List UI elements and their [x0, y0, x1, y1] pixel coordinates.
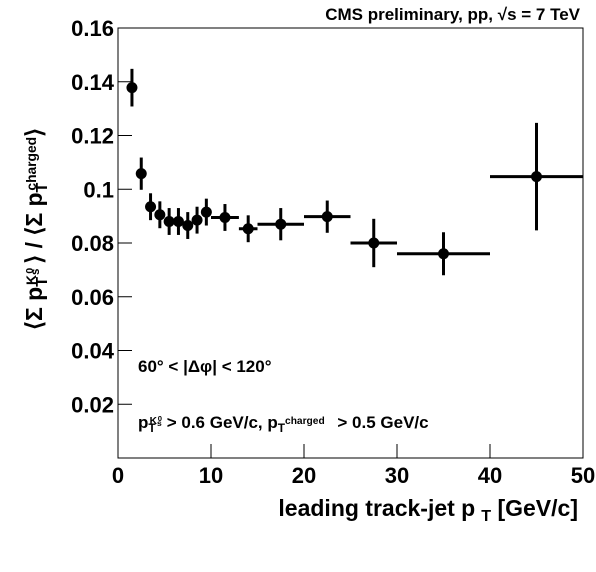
y-label-part: charged [24, 137, 39, 191]
data-point [200, 206, 212, 218]
data-point [368, 237, 380, 249]
x-axis-label: leading track-jet p T [GeV/c] [278, 495, 578, 525]
annotation-part: T [148, 421, 156, 435]
y-axis-label: ⟨Σ pTKs0⟩ / ⟨Σ pTcharged⟩ [21, 128, 51, 330]
data-point [191, 214, 203, 226]
annotation-part: 0 [158, 414, 162, 423]
x-label-part: [GeV/c] [491, 495, 578, 521]
y-tick-label: 0.06 [71, 285, 114, 310]
data-point [438, 248, 449, 260]
x-tick-label: 20 [292, 463, 316, 488]
data-point [126, 82, 138, 94]
data-point [242, 223, 254, 235]
chart-title: CMS preliminary, pp, √s = 7 TeV [325, 5, 580, 24]
data-point [531, 171, 542, 183]
y-label-part: K [24, 275, 39, 285]
y-label-part: ⟨Σ p [21, 287, 47, 330]
y-label-part: 0 [25, 268, 36, 274]
data-point [321, 211, 333, 223]
x-tick-label: 0 [112, 463, 124, 488]
y-label-part: ⟩ / ⟨Σ p [21, 192, 47, 263]
y-tick-label: 0.04 [71, 339, 115, 364]
data-point [154, 209, 166, 221]
annotation-part: charged [285, 416, 325, 427]
data-point [182, 220, 194, 232]
data-point [145, 201, 157, 213]
y-tick-label: 0.12 [71, 124, 114, 149]
annotation-part: p [138, 413, 148, 432]
annotation-part: s [157, 418, 162, 428]
y-label-part: T [33, 182, 51, 192]
x-label-part: T [481, 507, 491, 525]
y-label-part: T [33, 277, 51, 287]
data-point [275, 218, 287, 230]
data-point [219, 211, 231, 223]
x-tick-label: 40 [478, 463, 502, 488]
data-point [163, 216, 175, 227]
y-tick-label: 0.14 [71, 70, 115, 95]
annotation: 60° < |Δφ| < 120° [138, 357, 272, 376]
x-tick-label: 50 [571, 463, 595, 488]
x-label-part: leading track-jet p [278, 495, 475, 521]
annotation-part: > 0.5 GeV/c [333, 413, 429, 432]
y-tick-label: 0.16 [71, 16, 114, 41]
x-tick-label: 10 [199, 463, 223, 488]
x-tick-label: 30 [385, 463, 409, 488]
y-tick-label: 0.02 [71, 392, 114, 417]
data-point [172, 216, 184, 227]
annotation-part: > 0.6 GeV/c, p [162, 413, 278, 432]
data-point [135, 168, 147, 180]
y-tick-label: 0.08 [71, 231, 114, 256]
y-tick-label: 0.1 [83, 177, 114, 202]
y-label-part: ⟩ [21, 128, 47, 137]
annotation: pTKs0 > 0.6 GeV/c, pTcharged > 0.5 GeV/c [138, 413, 429, 435]
annotation-part: T [278, 421, 286, 435]
annotation-part: K [150, 416, 158, 427]
y-label-part: s [30, 269, 42, 275]
